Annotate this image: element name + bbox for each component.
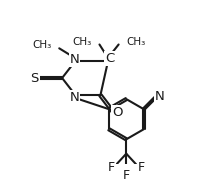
Text: N: N (155, 90, 165, 103)
Text: CH₃: CH₃ (32, 40, 51, 50)
Text: N: N (70, 91, 79, 104)
Text: S: S (30, 72, 38, 84)
Text: CH₃: CH₃ (72, 37, 92, 47)
Text: F: F (123, 169, 130, 182)
Text: CH₃: CH₃ (127, 37, 146, 47)
Text: F: F (138, 161, 145, 174)
Text: F: F (107, 161, 115, 174)
Text: N: N (70, 53, 79, 66)
Text: O: O (112, 106, 122, 119)
Text: C: C (105, 52, 114, 65)
